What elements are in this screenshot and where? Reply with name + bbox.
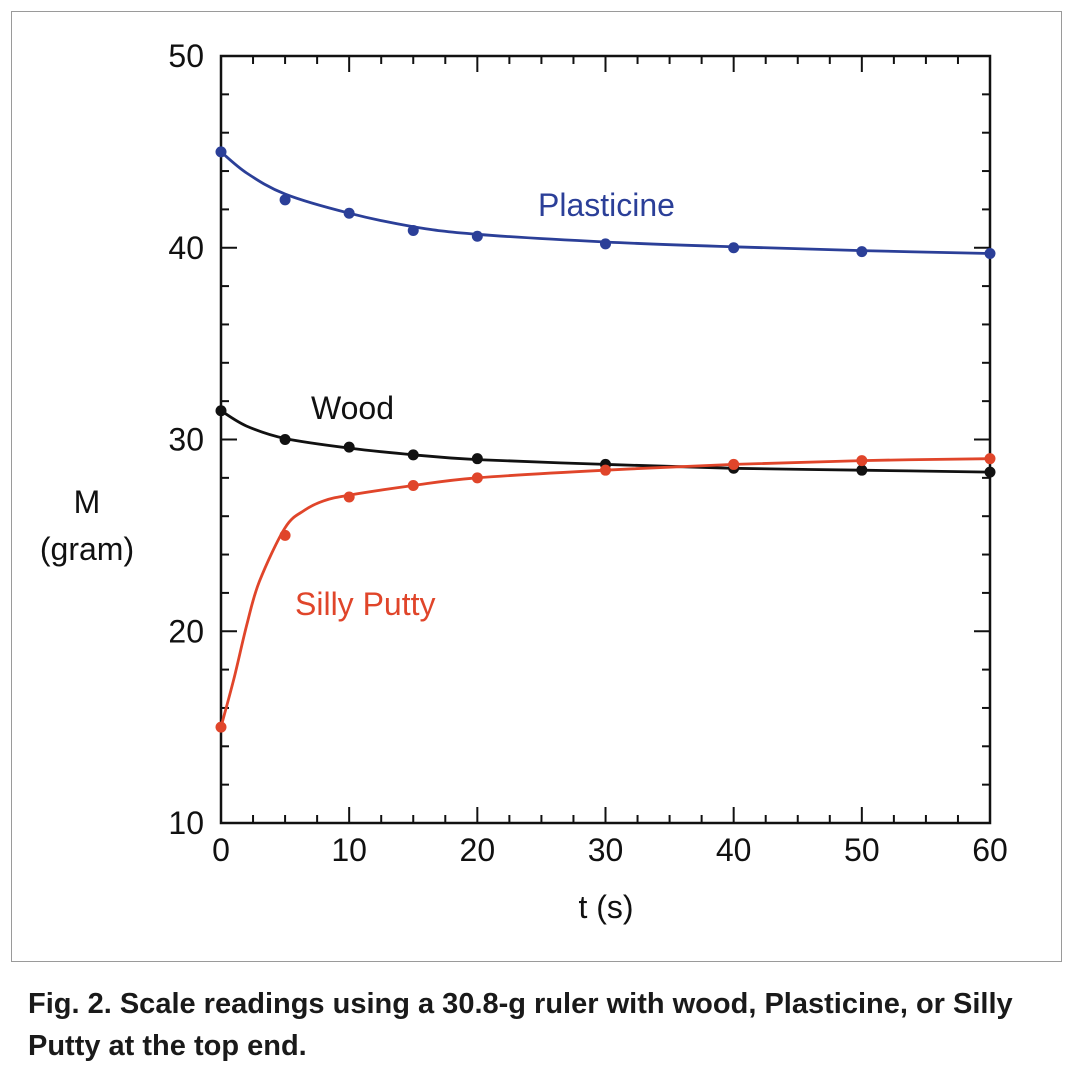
plasticine-point xyxy=(343,207,355,219)
wood-point xyxy=(984,466,996,478)
silly-putty-point xyxy=(600,464,611,476)
plasticine-point xyxy=(600,238,611,250)
figure-frame xyxy=(11,11,1062,962)
plasticine-point xyxy=(984,248,996,260)
plasticine-point xyxy=(279,194,291,206)
x-tick-label: 20 xyxy=(460,832,496,868)
series-lines xyxy=(219,150,991,728)
y-tick-label: 20 xyxy=(168,613,204,649)
silly-putty-point xyxy=(215,721,227,733)
y-tick-label: 30 xyxy=(168,422,204,458)
silly-putty-point xyxy=(471,472,483,484)
series-labels: Plasticine Wood Silly Putty xyxy=(295,187,675,622)
wood-point xyxy=(215,405,227,417)
silly-putty-point xyxy=(279,529,291,541)
wood-point xyxy=(279,434,291,445)
plasticine-point xyxy=(856,246,868,258)
wood-point xyxy=(471,453,483,465)
plasticine-point xyxy=(215,146,227,158)
silly-putty-point xyxy=(407,480,419,492)
silly-putty-point xyxy=(728,458,740,470)
x-tick-label: 50 xyxy=(844,832,880,868)
wood-point xyxy=(343,441,355,453)
silly-putty-point xyxy=(343,491,355,503)
plasticine-label: Plasticine xyxy=(538,187,675,223)
series-points xyxy=(215,146,996,733)
plasticine-point xyxy=(471,230,483,242)
x-tick-label: 0 xyxy=(212,832,230,868)
x-tick-label: 40 xyxy=(716,832,752,868)
silly-putty-point xyxy=(856,455,868,467)
plasticine-point xyxy=(728,242,740,254)
y-axis-label: M xyxy=(74,484,101,520)
x-axis-label: t (s) xyxy=(578,889,633,925)
wood-point xyxy=(407,449,419,461)
x-tick-label: 10 xyxy=(331,832,367,868)
y-tick-label: 10 xyxy=(168,805,204,841)
axis-ticks xyxy=(220,55,991,824)
wood-point xyxy=(856,464,868,476)
x-tick-label: 60 xyxy=(972,832,1008,868)
silly-putty-line xyxy=(219,457,991,728)
y-axis-label-unit: (gram) xyxy=(40,531,134,567)
y-tick-label: 50 xyxy=(168,38,204,74)
y-tick-label: 40 xyxy=(168,230,204,266)
x-tick-label: 30 xyxy=(588,832,624,868)
silly-putty-label: Silly Putty xyxy=(295,586,435,622)
plasticine-point xyxy=(407,224,419,236)
silly-putty-point xyxy=(984,453,996,465)
figure-caption: Fig. 2. Scale readings using a 30.8-g ru… xyxy=(28,988,1013,1062)
plot-area xyxy=(219,54,992,825)
wood-label: Wood xyxy=(311,390,394,426)
